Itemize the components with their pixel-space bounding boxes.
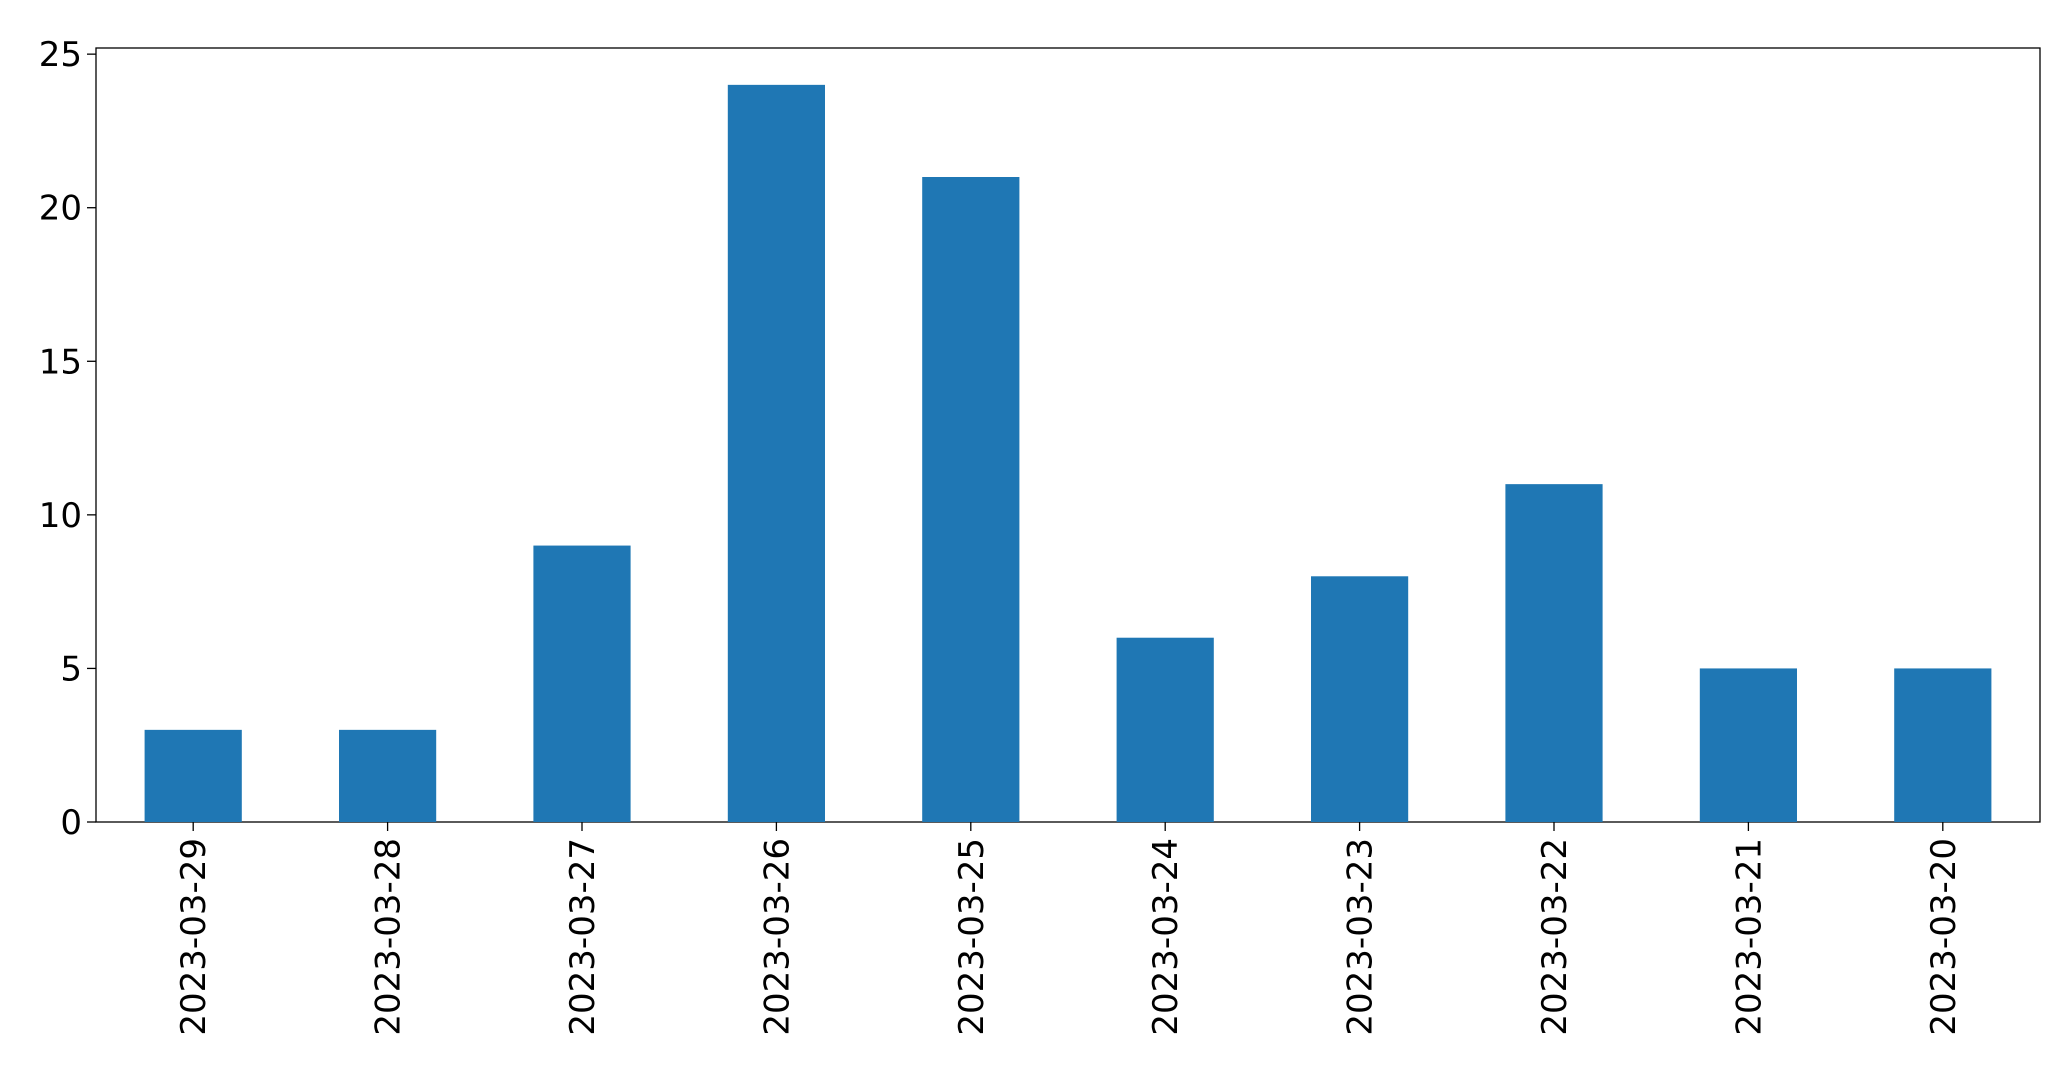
bar — [922, 177, 1020, 822]
bar — [339, 729, 437, 822]
bar — [1311, 576, 1409, 822]
y-tick-label: 0 — [60, 803, 82, 843]
bar — [533, 545, 631, 822]
y-tick-label: 5 — [60, 649, 82, 689]
x-tick-label: 2023-03-24 — [1146, 838, 1186, 1036]
bar — [1505, 484, 1603, 822]
bar — [727, 84, 825, 823]
y-tick-label: 25 — [39, 35, 82, 75]
x-tick-label: 2023-03-28 — [369, 838, 409, 1036]
plot-frame — [95, 47, 2041, 823]
x-tick-label: 2023-03-21 — [1729, 838, 1769, 1036]
y-tick-label: 15 — [39, 342, 82, 382]
x-tick-label: 2023-03-27 — [563, 838, 603, 1036]
x-tick-label: 2023-03-25 — [952, 838, 992, 1036]
bar — [144, 729, 242, 822]
bar — [1699, 668, 1797, 822]
x-tick-label: 2023-03-29 — [174, 838, 214, 1036]
x-tick-label: 2023-03-22 — [1535, 838, 1575, 1036]
bar — [1894, 668, 1992, 822]
bar — [1116, 637, 1214, 822]
x-tick-label: 2023-03-20 — [1924, 838, 1964, 1036]
y-tick-label: 20 — [39, 189, 82, 229]
x-tick-label: 2023-03-26 — [757, 838, 797, 1036]
x-tick-label: 2023-03-23 — [1341, 838, 1381, 1036]
y-tick-label: 10 — [39, 496, 82, 536]
